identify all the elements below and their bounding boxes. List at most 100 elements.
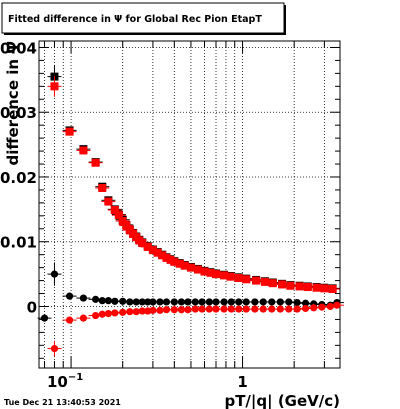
data-marks bbox=[37, 64, 344, 357]
title-box-shadow bbox=[4, 33, 285, 35]
grid-lines bbox=[39, 41, 340, 368]
circle-marker bbox=[301, 299, 310, 307]
circle-marker bbox=[259, 305, 267, 313]
square-marker bbox=[98, 183, 107, 192]
circle-marker bbox=[212, 298, 220, 306]
y-tick-label: 0 bbox=[27, 298, 37, 316]
square-marker bbox=[158, 251, 167, 260]
circle-marker bbox=[326, 302, 334, 311]
square-marker bbox=[180, 261, 189, 270]
square-marker bbox=[268, 279, 277, 288]
circle-marker bbox=[276, 305, 284, 313]
circle-marker bbox=[220, 298, 228, 306]
circle-marker bbox=[50, 344, 59, 353]
square-marker bbox=[175, 259, 184, 268]
y-tick-label: 0.01 bbox=[0, 234, 37, 252]
circle-marker bbox=[285, 298, 293, 306]
circle-marker bbox=[132, 308, 140, 316]
square-marker bbox=[278, 280, 287, 289]
circle-marker bbox=[333, 301, 341, 309]
circle-marker bbox=[111, 309, 119, 317]
square-marker bbox=[303, 283, 312, 292]
circle-marker bbox=[251, 305, 259, 313]
circle-marker bbox=[242, 305, 250, 313]
square-marker bbox=[200, 267, 209, 276]
circle-marker bbox=[65, 292, 74, 300]
circle-marker bbox=[162, 306, 171, 314]
circle-marker bbox=[198, 305, 206, 313]
square-marker bbox=[212, 270, 221, 279]
circle-marker bbox=[251, 298, 259, 306]
circle-marker bbox=[212, 305, 220, 313]
circle-marker bbox=[285, 305, 293, 313]
square-marker bbox=[295, 282, 304, 291]
square-marker bbox=[65, 127, 74, 136]
circle-marker bbox=[156, 306, 164, 314]
y-tick-label: 0.03 bbox=[0, 104, 37, 122]
circle-marker bbox=[293, 299, 301, 307]
circle-marker bbox=[184, 306, 192, 314]
y-axis-label: difference in Ψ bbox=[4, 41, 22, 166]
circle-marker bbox=[268, 298, 276, 306]
circle-marker bbox=[170, 298, 178, 306]
square-marker bbox=[170, 257, 179, 266]
square-marker bbox=[252, 276, 261, 285]
square-marker bbox=[242, 275, 251, 284]
square-marker bbox=[91, 158, 100, 167]
circle-marker bbox=[119, 297, 127, 305]
circle-marker bbox=[198, 298, 206, 306]
circle-marker bbox=[50, 270, 59, 278]
circle-marker bbox=[227, 298, 235, 306]
y-tick-label: 0.04 bbox=[0, 39, 37, 57]
title-box-shadow-side bbox=[284, 5, 286, 35]
square-marker bbox=[162, 253, 171, 262]
circle-marker bbox=[149, 306, 157, 314]
circle-marker bbox=[98, 310, 106, 318]
title-box bbox=[1, 2, 285, 34]
square-marker bbox=[320, 284, 329, 293]
x-tick-label: 1 bbox=[237, 373, 247, 391]
circle-marker bbox=[92, 295, 100, 303]
square-marker bbox=[260, 277, 269, 286]
circle-marker bbox=[293, 305, 301, 313]
square-marker bbox=[194, 265, 203, 274]
timestamp: Tue Dec 21 13:40:53 2021 bbox=[4, 398, 121, 407]
circle-marker bbox=[268, 305, 276, 313]
circle-marker bbox=[310, 304, 318, 312]
circle-marker bbox=[111, 297, 119, 305]
y-tick-label: 0.02 bbox=[0, 169, 37, 187]
circle-marker bbox=[276, 298, 284, 306]
circle-marker bbox=[104, 297, 112, 305]
square-marker bbox=[118, 217, 127, 226]
square-marker bbox=[312, 283, 321, 292]
square-marker bbox=[110, 206, 119, 215]
circle-marker bbox=[79, 314, 88, 322]
circle-marker bbox=[227, 305, 235, 313]
circle-marker bbox=[184, 298, 192, 306]
square-marker bbox=[114, 211, 123, 220]
circle-marker bbox=[40, 314, 49, 322]
circle-marker bbox=[259, 298, 267, 306]
circle-marker bbox=[170, 306, 178, 314]
circle-marker bbox=[220, 305, 228, 313]
circle-marker bbox=[235, 298, 243, 306]
square-marker bbox=[328, 285, 337, 294]
circle-marker bbox=[235, 305, 243, 313]
square-marker bbox=[148, 246, 157, 255]
circle-marker bbox=[104, 310, 112, 318]
circle-marker bbox=[318, 303, 326, 311]
plot-frame bbox=[38, 40, 341, 369]
square-marker bbox=[79, 146, 88, 155]
square-marker bbox=[286, 281, 295, 290]
chart-title: Fitted difference in Ψ for Global Rec Pi… bbox=[8, 14, 262, 25]
x-tick-label: 10−1 bbox=[47, 372, 83, 391]
circle-marker bbox=[301, 304, 310, 313]
axes: 10−1 1 0 0.01 0.02 0.03 0.04 bbox=[0, 39, 340, 391]
square-marker bbox=[104, 197, 113, 206]
circle-marker bbox=[162, 298, 171, 306]
square-marker bbox=[122, 221, 131, 230]
square-marker bbox=[206, 268, 215, 277]
square-marker bbox=[234, 273, 243, 282]
circle-marker bbox=[149, 298, 157, 306]
